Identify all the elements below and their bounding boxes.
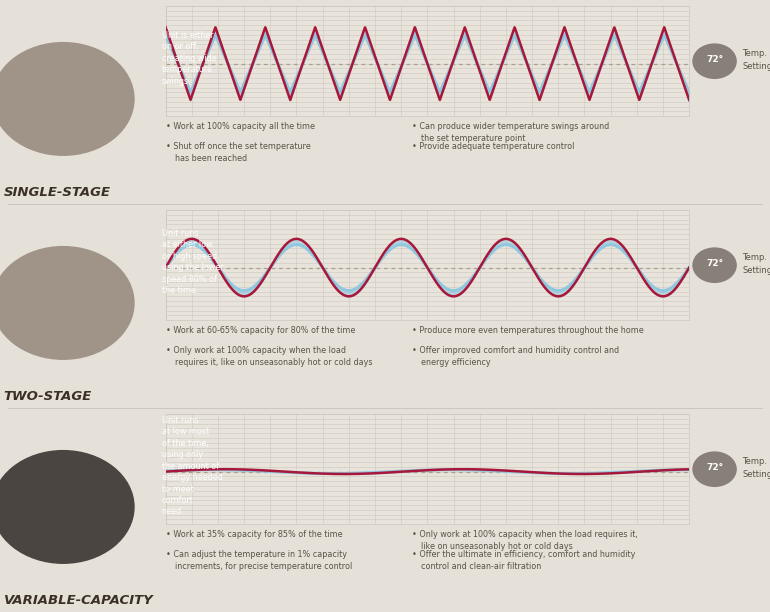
- Text: increments, for precise temperature control: increments, for precise temperature cont…: [175, 562, 352, 571]
- Text: • Work at 100% capacity all the time: • Work at 100% capacity all the time: [166, 122, 315, 132]
- Text: HIGH: HIGH: [42, 494, 52, 498]
- Text: • Produce more even temperatures throughout the home: • Produce more even temperatures through…: [412, 326, 644, 335]
- Text: 72°: 72°: [706, 55, 723, 64]
- Text: energy efficiency: energy efficiency: [421, 358, 490, 367]
- FancyBboxPatch shape: [60, 81, 79, 103]
- Circle shape: [53, 512, 57, 517]
- Text: control and clean-air filtration: control and clean-air filtration: [421, 562, 541, 571]
- Text: Unit runs
at low most
of the time,
using only
the amount of
energy needed
to mee: Unit runs at low most of the time, using…: [162, 416, 223, 517]
- Text: Setting: Setting: [742, 266, 770, 275]
- Text: • Offer the ultimate in efficiency, comfort and humidity: • Offer the ultimate in efficiency, comf…: [412, 550, 635, 559]
- Text: Unit runs
at either low
or high speed,
using the lower
speed 80% of
the time.: Unit runs at either low or high speed, u…: [162, 229, 223, 295]
- Text: LOW: LOW: [66, 303, 75, 307]
- Text: 72°: 72°: [706, 463, 723, 472]
- Text: • Offer improved comfort and humidity control and: • Offer improved comfort and humidity co…: [412, 346, 619, 355]
- Text: Temp.: Temp.: [742, 457, 767, 466]
- Circle shape: [46, 503, 65, 526]
- Circle shape: [51, 327, 57, 334]
- Text: VARIABLE-CAPACITY: VARIABLE-CAPACITY: [4, 594, 153, 607]
- Text: Temp.: Temp.: [742, 50, 767, 58]
- Text: has been reached: has been reached: [175, 154, 247, 163]
- Text: Unit is either
on or off,
creating wide
temperature
swings.: Unit is either on or off, creating wide …: [162, 31, 216, 86]
- Text: Setting: Setting: [742, 469, 770, 479]
- Text: ON: ON: [66, 89, 73, 94]
- Text: like on unseasonably hot or cold days: like on unseasonably hot or cold days: [421, 542, 573, 551]
- Text: OFF: OFF: [65, 108, 74, 113]
- Text: TWO-STAGE: TWO-STAGE: [4, 390, 92, 403]
- Text: Temp.: Temp.: [742, 253, 767, 263]
- Text: the set temperature point: the set temperature point: [421, 134, 525, 143]
- Text: HIGH: HIGH: [65, 285, 76, 289]
- Circle shape: [52, 483, 59, 492]
- Circle shape: [52, 528, 59, 536]
- Circle shape: [51, 278, 57, 285]
- FancyBboxPatch shape: [46, 299, 62, 312]
- Circle shape: [52, 76, 59, 84]
- Text: • Work at 60-65% capacity for 80% of the time: • Work at 60-65% capacity for 80% of the…: [166, 326, 355, 335]
- Text: SINGLE-STAGE: SINGLE-STAGE: [4, 186, 111, 199]
- Text: • Can produce wider temperature swings around: • Can produce wider temperature swings a…: [412, 122, 609, 132]
- Text: LOW: LOW: [66, 494, 75, 498]
- Text: • Work at 35% capacity for 85% of the time: • Work at 35% capacity for 85% of the ti…: [166, 531, 342, 539]
- Text: requires it, like on unseasonably hot or cold days: requires it, like on unseasonably hot or…: [175, 358, 372, 367]
- Text: • Only work at 100% capacity when the load requires it,: • Only work at 100% capacity when the lo…: [412, 531, 638, 539]
- Text: OFF: OFF: [67, 316, 75, 319]
- Text: • Only work at 100% capacity when the load: • Only work at 100% capacity when the lo…: [166, 346, 346, 355]
- Text: 72°: 72°: [706, 259, 723, 268]
- Text: • Shut off once the set temperature: • Shut off once the set temperature: [166, 142, 310, 151]
- Text: • Can adjust the temperature in 1% capacity: • Can adjust the temperature in 1% capac…: [166, 550, 346, 559]
- Text: • Provide adequate temperature control: • Provide adequate temperature control: [412, 142, 574, 151]
- Circle shape: [52, 120, 59, 128]
- Text: Setting: Setting: [742, 62, 770, 70]
